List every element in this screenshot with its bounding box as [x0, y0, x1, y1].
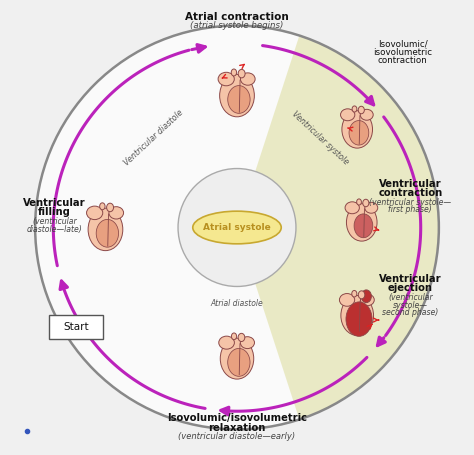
- Text: Ventricular: Ventricular: [379, 178, 442, 188]
- Ellipse shape: [228, 86, 250, 113]
- Text: Ventricular systole: Ventricular systole: [291, 109, 351, 167]
- Ellipse shape: [96, 219, 118, 247]
- Ellipse shape: [341, 296, 374, 335]
- Ellipse shape: [231, 333, 237, 340]
- Text: Atrial contraction: Atrial contraction: [185, 12, 289, 22]
- Text: Isovolumic/: Isovolumic/: [378, 39, 428, 48]
- Ellipse shape: [346, 204, 377, 241]
- Ellipse shape: [346, 302, 372, 336]
- Text: Isovolumic/isovolumetric: Isovolumic/isovolumetric: [167, 414, 307, 424]
- Ellipse shape: [358, 291, 365, 299]
- Ellipse shape: [100, 203, 105, 210]
- Ellipse shape: [219, 75, 255, 117]
- Text: first phase): first phase): [388, 205, 432, 214]
- Ellipse shape: [356, 199, 361, 205]
- Ellipse shape: [360, 294, 374, 306]
- Ellipse shape: [365, 202, 378, 213]
- Ellipse shape: [219, 336, 235, 349]
- Text: second phase): second phase): [382, 308, 438, 317]
- Wedge shape: [237, 35, 439, 420]
- Ellipse shape: [218, 72, 234, 86]
- Text: Ventricular diastole: Ventricular diastole: [122, 108, 185, 167]
- Ellipse shape: [238, 70, 245, 78]
- Ellipse shape: [231, 69, 237, 76]
- Text: (ventricular: (ventricular: [32, 217, 77, 226]
- Text: isovolumetric: isovolumetric: [373, 48, 432, 57]
- Ellipse shape: [361, 290, 371, 303]
- Ellipse shape: [358, 106, 365, 114]
- Text: Atrial systole: Atrial systole: [203, 223, 271, 232]
- Text: (ventricular diastole—early): (ventricular diastole—early): [178, 432, 296, 440]
- Ellipse shape: [238, 334, 245, 342]
- Ellipse shape: [87, 206, 103, 220]
- Text: contraction: contraction: [378, 56, 428, 66]
- Text: Ventricular: Ventricular: [23, 198, 86, 208]
- Ellipse shape: [354, 214, 373, 238]
- Text: Atrial diastole: Atrial diastole: [210, 299, 264, 308]
- Ellipse shape: [240, 337, 255, 349]
- Ellipse shape: [349, 121, 369, 145]
- Text: filling: filling: [38, 207, 71, 217]
- Ellipse shape: [352, 290, 357, 297]
- Text: systole—: systole—: [393, 301, 428, 309]
- Text: (atrial systole begins): (atrial systole begins): [191, 20, 283, 30]
- Ellipse shape: [228, 349, 250, 376]
- Ellipse shape: [220, 338, 254, 379]
- Ellipse shape: [193, 211, 281, 244]
- Text: diastole—late): diastole—late): [27, 225, 82, 234]
- Ellipse shape: [352, 106, 357, 112]
- Text: ejection: ejection: [388, 283, 433, 293]
- Ellipse shape: [109, 207, 124, 219]
- Ellipse shape: [345, 202, 359, 214]
- Text: (ventricular: (ventricular: [388, 293, 433, 302]
- Text: (ventricular systole—: (ventricular systole—: [369, 197, 451, 207]
- Text: contraction: contraction: [378, 187, 442, 197]
- Circle shape: [178, 168, 296, 287]
- Circle shape: [35, 25, 439, 430]
- Ellipse shape: [360, 109, 373, 120]
- Text: Ventricular: Ventricular: [379, 274, 442, 284]
- Ellipse shape: [342, 111, 373, 148]
- Ellipse shape: [240, 73, 255, 85]
- Text: Start: Start: [63, 322, 89, 332]
- Ellipse shape: [339, 293, 355, 306]
- Ellipse shape: [107, 203, 114, 212]
- Ellipse shape: [340, 109, 355, 121]
- FancyBboxPatch shape: [49, 315, 103, 339]
- Ellipse shape: [363, 199, 369, 207]
- Ellipse shape: [88, 208, 123, 251]
- Text: relaxation: relaxation: [208, 423, 266, 433]
